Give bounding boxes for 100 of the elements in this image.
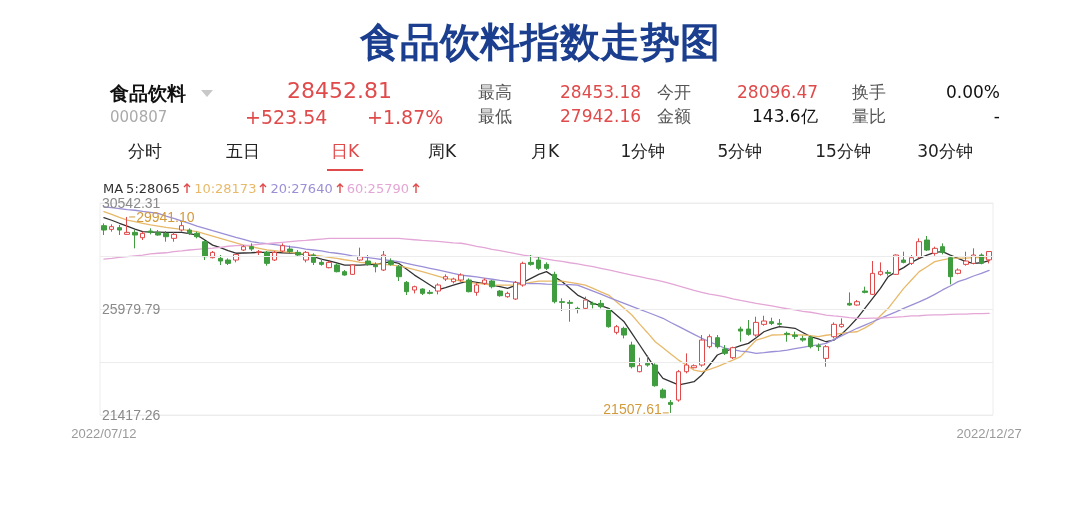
candlestick xyxy=(730,346,736,360)
candlestick xyxy=(684,352,689,374)
candlestick xyxy=(559,297,565,312)
candlestick xyxy=(124,216,130,236)
candlestick xyxy=(272,250,277,262)
annotation: 21507.61 xyxy=(603,400,662,417)
candlestick xyxy=(334,262,340,273)
candlestick xyxy=(373,261,378,273)
text: 分时 xyxy=(128,141,162,161)
candlestick xyxy=(443,273,448,282)
text: 食品饮料 xyxy=(110,82,186,104)
candlestick xyxy=(163,230,169,243)
candlestick xyxy=(660,387,666,399)
candlestick xyxy=(420,287,425,296)
text: 五日 xyxy=(226,141,260,161)
candlestick xyxy=(652,362,658,388)
candlestick xyxy=(590,301,596,309)
candlestick xyxy=(225,257,231,266)
candlestick xyxy=(823,344,829,368)
candlestick xyxy=(792,331,798,340)
candlestick xyxy=(870,260,875,296)
line-series xyxy=(103,237,990,319)
candlestick xyxy=(256,249,262,256)
text: 143.6亿 xyxy=(752,106,818,126)
candlestick xyxy=(691,363,697,369)
candlestick xyxy=(155,229,161,237)
candlestick xyxy=(326,260,332,269)
candlestick xyxy=(738,326,743,343)
text: 28453.18 xyxy=(560,82,642,102)
candlestick xyxy=(955,267,961,275)
chart-title: 食品饮料指数走势图 xyxy=(359,19,721,65)
candlestick xyxy=(847,291,852,307)
candlestick xyxy=(715,334,720,349)
candlestick xyxy=(319,257,324,267)
candlestick xyxy=(466,277,472,293)
candlestick xyxy=(699,334,705,368)
candlestick xyxy=(839,317,844,329)
candlestick xyxy=(427,289,433,295)
candlestick xyxy=(280,242,285,253)
candlestick xyxy=(777,318,782,327)
candlestick xyxy=(676,369,681,403)
candlestick xyxy=(458,272,464,283)
text: 20:27640 xyxy=(270,181,333,196)
y-tick-label: 25979.79 xyxy=(102,301,161,317)
candlestick xyxy=(381,250,386,272)
text: 000807 xyxy=(110,108,168,126)
candlestick xyxy=(637,357,642,373)
text: 30分钟 xyxy=(917,141,973,161)
candlestick xyxy=(148,227,153,235)
candlestick xyxy=(202,239,208,261)
candlestick xyxy=(544,261,549,271)
candlestick xyxy=(233,251,239,263)
candlestick xyxy=(753,316,759,338)
candlestick xyxy=(140,231,145,241)
text: +1.87% xyxy=(367,106,444,128)
candlestick xyxy=(567,299,573,323)
candlestick xyxy=(862,286,868,294)
candlestick xyxy=(598,299,604,309)
candlestick xyxy=(606,307,611,329)
candlestick xyxy=(482,277,487,286)
text: 60:25790 xyxy=(346,181,409,196)
text: 最高 xyxy=(478,82,512,102)
candlestick xyxy=(287,245,293,254)
candlestick xyxy=(948,255,953,285)
candlestick xyxy=(388,257,394,267)
y-tick-label: 21417.26 xyxy=(102,407,161,423)
candlestick xyxy=(629,341,635,369)
candlestick xyxy=(396,264,402,282)
candlestick xyxy=(303,250,309,263)
text: 5:28065 xyxy=(126,181,181,196)
text: 金额 xyxy=(657,106,691,126)
candlestick xyxy=(761,315,767,327)
candlestick xyxy=(357,247,363,262)
candlestick xyxy=(435,282,441,295)
candlestick xyxy=(404,280,409,296)
candlestick xyxy=(311,252,316,266)
candlestick xyxy=(218,254,223,266)
candlestick xyxy=(979,252,984,265)
text: 日K xyxy=(330,141,360,161)
candlestick xyxy=(552,271,557,304)
candlestick xyxy=(513,280,518,301)
candlestick xyxy=(528,254,534,267)
candlestick xyxy=(854,299,860,307)
candlestick xyxy=(187,227,192,236)
candlestick xyxy=(171,231,177,243)
x-tick-label: 2022/07/12 xyxy=(71,426,137,441)
legend-title: MA xyxy=(103,181,124,196)
candlestick xyxy=(816,342,821,352)
candlestick xyxy=(583,296,588,310)
candlestick xyxy=(621,326,627,339)
candlestick xyxy=(885,269,891,277)
text: +523.54 xyxy=(245,106,328,128)
candlestick xyxy=(489,279,495,289)
candlestick xyxy=(924,235,930,252)
candlestick xyxy=(505,291,510,299)
candlestick xyxy=(614,324,619,335)
candlestick xyxy=(241,244,246,252)
candlestick xyxy=(342,269,347,277)
text: 最低 xyxy=(478,106,512,126)
candlestick xyxy=(909,254,914,266)
